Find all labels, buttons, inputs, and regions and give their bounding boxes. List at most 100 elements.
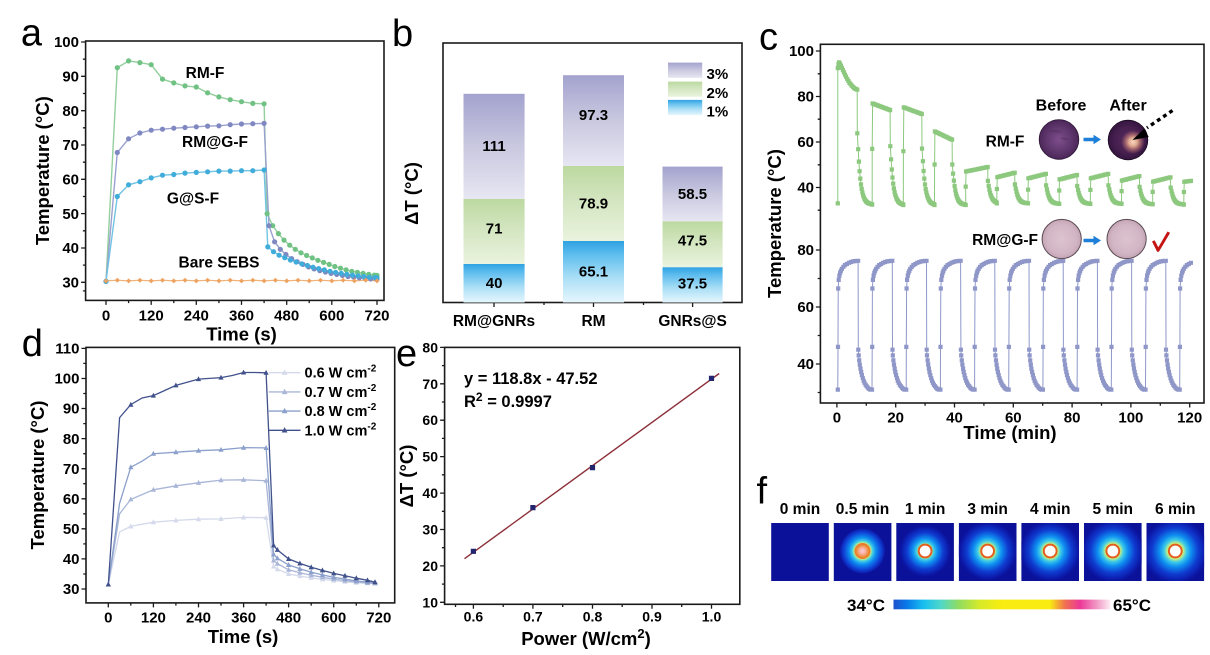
svg-text:GNRs@S: GNRs@S: [658, 313, 727, 330]
svg-text:RM-F: RM-F: [186, 65, 225, 82]
svg-text:60: 60: [422, 412, 438, 428]
svg-text:60: 60: [797, 299, 814, 316]
svg-text:97.3: 97.3: [579, 107, 608, 124]
svg-text:Temperature (°C): Temperature (°C): [764, 149, 785, 298]
svg-text:480: 480: [276, 610, 301, 627]
svg-text:60: 60: [797, 134, 814, 151]
svg-text:1.0 W cm-2: 1.0 W cm-2: [305, 421, 377, 439]
svg-text:0: 0: [102, 308, 110, 325]
svg-text:4 min: 4 min: [1030, 501, 1070, 518]
svg-text:3 min: 3 min: [967, 501, 1007, 518]
svg-text:70: 70: [422, 376, 438, 392]
svg-text:80: 80: [797, 242, 814, 259]
svg-text:30: 30: [62, 275, 79, 292]
svg-text:40: 40: [946, 410, 963, 427]
svg-text:1 min: 1 min: [905, 501, 945, 518]
svg-text:0.6: 0.6: [464, 609, 484, 625]
svg-text:After: After: [1109, 98, 1146, 115]
svg-text:360: 360: [229, 308, 254, 325]
svg-text:90: 90: [63, 401, 80, 418]
svg-text:360: 360: [231, 610, 256, 627]
svg-text:1%: 1%: [707, 103, 729, 120]
svg-text:y = 118.8x - 47.52: y = 118.8x - 47.52: [464, 370, 598, 388]
svg-text:RM: RM: [581, 313, 605, 330]
svg-text:0: 0: [833, 410, 841, 427]
svg-text:34°C: 34°C: [847, 596, 885, 615]
svg-text:40: 40: [797, 356, 814, 373]
svg-text:RM@GNRs: RM@GNRs: [453, 313, 535, 330]
svg-text:40: 40: [422, 485, 438, 501]
svg-text:a: a: [21, 13, 43, 55]
svg-text:b: b: [392, 13, 413, 55]
svg-text:600: 600: [319, 308, 344, 325]
svg-text:Power (W/cm2): Power (W/cm2): [521, 626, 651, 649]
svg-text:0.5 min: 0.5 min: [836, 501, 889, 518]
svg-text:0.8: 0.8: [583, 609, 603, 625]
svg-text:Temperature (°C): Temperature (°C): [27, 401, 48, 550]
svg-text:80: 80: [1064, 410, 1081, 427]
svg-text:c: c: [759, 17, 778, 59]
svg-text:0.7: 0.7: [523, 609, 543, 625]
svg-text:3%: 3%: [707, 66, 729, 83]
svg-text:480: 480: [274, 308, 299, 325]
svg-text:240: 240: [184, 308, 209, 325]
svg-text:100: 100: [789, 43, 814, 60]
svg-text:37.5: 37.5: [678, 276, 707, 293]
svg-text:Bare SEBS: Bare SEBS: [179, 255, 260, 272]
svg-text:65.1: 65.1: [579, 264, 608, 281]
svg-text:120: 120: [139, 308, 164, 325]
svg-text:71: 71: [486, 221, 503, 238]
svg-text:100: 100: [1118, 410, 1143, 427]
svg-text:f: f: [757, 471, 768, 513]
svg-text:R2 = 0.9997: R2 = 0.9997: [464, 390, 552, 411]
svg-text:Time (min): Time (min): [963, 422, 1056, 443]
svg-text:e: e: [396, 333, 417, 375]
svg-text:40: 40: [486, 275, 503, 292]
svg-text:0 min: 0 min: [780, 501, 820, 518]
svg-text:d: d: [22, 323, 43, 365]
svg-text:60: 60: [1005, 410, 1022, 427]
svg-text:100: 100: [54, 371, 79, 388]
svg-text:50: 50: [63, 521, 80, 538]
svg-text:20: 20: [887, 410, 904, 427]
svg-text:40: 40: [63, 551, 80, 568]
svg-text:20: 20: [422, 558, 438, 574]
svg-text:111: 111: [482, 138, 505, 155]
svg-text:90: 90: [62, 69, 79, 86]
svg-text:65°C: 65°C: [1113, 596, 1151, 615]
svg-text:Time (s): Time (s): [208, 626, 279, 647]
svg-text:80: 80: [797, 89, 814, 106]
svg-text:Temperature (°C): Temperature (°C): [32, 96, 53, 245]
svg-text:78.9: 78.9: [579, 196, 608, 213]
svg-text:110: 110: [55, 341, 79, 358]
svg-text:G@S-F: G@S-F: [167, 191, 219, 208]
svg-text:100: 100: [54, 34, 79, 51]
svg-text:40: 40: [797, 180, 814, 197]
svg-text:0: 0: [104, 610, 112, 627]
svg-text:720: 720: [366, 610, 391, 627]
svg-text:70: 70: [63, 461, 80, 478]
svg-text:720: 720: [364, 308, 389, 325]
svg-text:10: 10: [422, 594, 438, 610]
svg-text:50: 50: [422, 449, 438, 465]
svg-text:0.7 W cm-2: 0.7 W cm-2: [305, 383, 377, 401]
svg-text:ΔT (°C): ΔT (°C): [396, 445, 417, 508]
svg-text:5 min: 5 min: [1093, 501, 1133, 518]
svg-text:30: 30: [63, 581, 80, 598]
svg-text:30: 30: [422, 522, 438, 538]
svg-text:600: 600: [321, 610, 346, 627]
svg-text:RM@G-F: RM@G-F: [182, 134, 248, 151]
svg-text:120: 120: [1177, 410, 1202, 427]
svg-text:Before: Before: [1036, 98, 1087, 115]
svg-text:RM@G-F: RM@G-F: [972, 232, 1038, 249]
svg-text:0.8 W cm-2: 0.8 W cm-2: [305, 402, 377, 420]
svg-text:6 min: 6 min: [1155, 501, 1195, 518]
svg-text:240: 240: [186, 610, 211, 627]
svg-text:2%: 2%: [707, 85, 729, 102]
svg-text:60: 60: [62, 172, 79, 189]
svg-text:58.5: 58.5: [678, 186, 707, 203]
svg-text:80: 80: [63, 431, 80, 448]
svg-text:RM-F: RM-F: [986, 134, 1025, 151]
svg-text:120: 120: [141, 610, 166, 627]
svg-text:0.6 W cm-2: 0.6 W cm-2: [305, 364, 377, 382]
